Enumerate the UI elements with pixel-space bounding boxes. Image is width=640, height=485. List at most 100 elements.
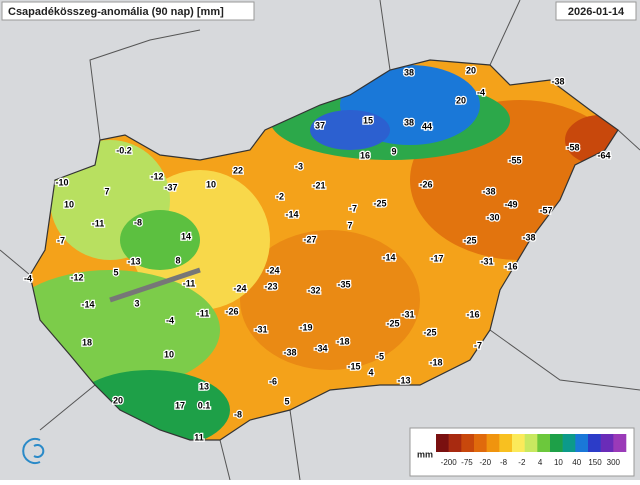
- station-value: 15: [363, 115, 373, 125]
- date: 2026-01-14: [568, 6, 625, 18]
- legend-swatch: [486, 434, 500, 452]
- station-value: 8: [175, 255, 180, 265]
- station-value: 3: [134, 298, 139, 308]
- station-value: -30: [486, 212, 499, 222]
- station-value: -38: [551, 76, 564, 86]
- legend-swatch: [588, 434, 601, 452]
- station-value: -11: [197, 308, 210, 318]
- station-value: -32: [307, 285, 320, 295]
- station-value: 22: [233, 165, 243, 175]
- legend-tick-label: 150: [588, 458, 602, 467]
- station-value: 10: [206, 179, 216, 189]
- station-value: 7: [347, 220, 352, 230]
- station-value: -25: [423, 327, 436, 337]
- station-value: -64: [597, 150, 610, 160]
- station-value: 20: [466, 65, 476, 75]
- legend-swatch: [499, 434, 513, 452]
- legend-swatch: [436, 434, 449, 452]
- station-value: -58: [566, 142, 579, 152]
- station-value: 44: [422, 121, 432, 131]
- station-value: -26: [419, 179, 432, 189]
- station-value: 38: [404, 117, 414, 127]
- station-value: -26: [225, 306, 238, 316]
- station-value: -25: [463, 235, 476, 245]
- station-value: -31: [401, 309, 414, 319]
- station-value: -3: [295, 161, 303, 171]
- station-value: -13: [397, 375, 410, 385]
- legend-swatch: [537, 434, 551, 452]
- station-value: -6: [269, 376, 277, 386]
- station-value: -15: [347, 361, 360, 371]
- title-box: [1, 1, 255, 21]
- station-value: -27: [303, 234, 316, 244]
- station-value: -25: [386, 318, 399, 328]
- station-value: -55: [508, 155, 521, 165]
- station-value: -23: [264, 281, 277, 291]
- station-value: 14: [181, 231, 191, 241]
- station-value: 11: [194, 432, 204, 442]
- legend-tick-label: 40: [572, 458, 581, 467]
- station-value: -38: [522, 232, 535, 242]
- legend-swatch: [575, 434, 589, 452]
- station-value: -35: [337, 279, 350, 289]
- legend-tick-label: -20: [479, 458, 491, 467]
- legend-unit: mm: [417, 449, 433, 459]
- station-value: 4: [368, 367, 373, 377]
- station-value: -4: [477, 87, 485, 97]
- station-value: -18: [429, 357, 442, 367]
- legend-tick-label: -200: [441, 458, 458, 467]
- legend-tick-label: 300: [607, 458, 621, 467]
- station-value: -2: [276, 191, 284, 201]
- station-value: 37: [315, 120, 325, 130]
- station-value: -49: [504, 199, 517, 209]
- station-value: -38: [283, 347, 296, 357]
- legend-swatch: [562, 434, 576, 452]
- station-value: -57: [539, 205, 552, 215]
- station-value: -31: [254, 324, 267, 334]
- station-value: -10: [55, 177, 68, 187]
- station-value: -8: [234, 409, 242, 419]
- station-value: -7: [349, 203, 357, 213]
- title: Csapadékösszeg-anomália (90 nap) [mm]: [8, 6, 224, 18]
- country-border: [29, 59, 619, 441]
- station-value: 16: [360, 150, 370, 160]
- logo: [22, 438, 45, 464]
- station-value: -19: [299, 322, 312, 332]
- station-value: -16: [504, 261, 517, 271]
- legend-tick-label: -2: [518, 458, 526, 467]
- station-value: -18: [336, 336, 349, 346]
- date-box: [555, 1, 637, 21]
- station-value: -37: [164, 182, 177, 192]
- station-value: -24: [266, 265, 279, 275]
- station-value: -13: [127, 256, 140, 266]
- legend-swatch: [524, 434, 538, 452]
- station-value: -16: [466, 309, 479, 319]
- station-value: -11: [183, 278, 196, 288]
- station-value: 5: [284, 396, 289, 406]
- station-value: -24: [233, 283, 246, 293]
- station-value: 9: [391, 146, 396, 156]
- legend-swatch: [474, 434, 487, 452]
- station-value: -4: [166, 315, 174, 325]
- station-value: -12: [150, 171, 163, 181]
- station-value: -14: [382, 252, 395, 262]
- station-value: 10: [64, 199, 74, 209]
- station-value: 20: [113, 395, 123, 405]
- station-value: -4: [24, 273, 32, 283]
- legend-swatch: [600, 434, 614, 452]
- station-value: 17: [175, 400, 185, 410]
- station-value: -8: [134, 217, 142, 227]
- station-value: -38: [482, 186, 495, 196]
- legend-tick-label: -8: [500, 458, 508, 467]
- station-value: 5: [113, 267, 118, 277]
- station-value: 13: [199, 381, 209, 391]
- station-value: -31: [480, 256, 493, 266]
- legend-tick-label: -75: [461, 458, 473, 467]
- station-value: -5: [376, 351, 384, 361]
- station-value: -17: [430, 253, 443, 263]
- station-value: 0.1: [198, 400, 211, 410]
- station-value: 7: [104, 186, 109, 196]
- legend-tick-label: 10: [554, 458, 563, 467]
